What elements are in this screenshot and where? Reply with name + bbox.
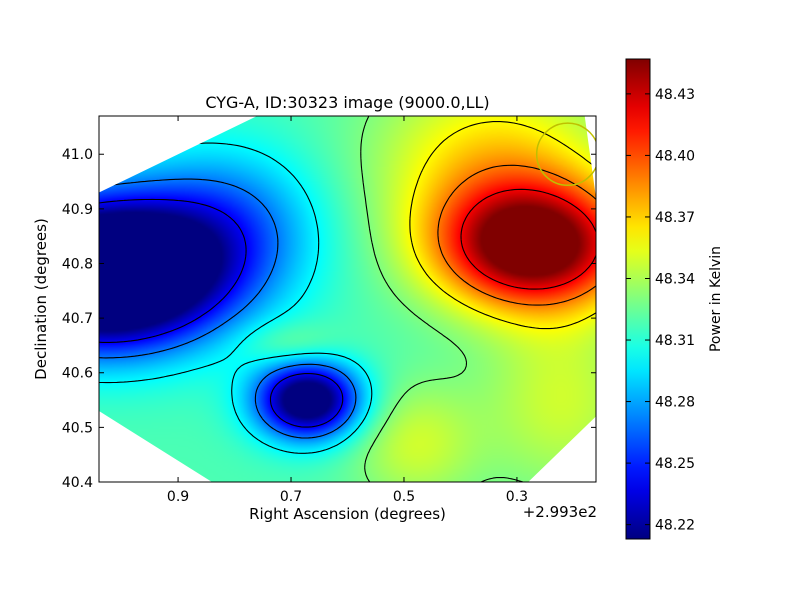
plot-frame xyxy=(98,115,597,483)
x-offset-label: +2.993e2 xyxy=(523,503,597,521)
y-tick-label: 40.8 xyxy=(62,256,93,272)
x-tick-label: 0.3 xyxy=(506,489,528,505)
contour-lines xyxy=(99,116,596,482)
contour-level-3 xyxy=(99,142,373,454)
y-axis-label: Declination (degrees) xyxy=(32,218,50,380)
contour-level-2 xyxy=(99,178,357,439)
contour-level-1 xyxy=(99,198,344,428)
colorbar: 48.43 48.40 48.37 48.34 48.31 48.28 48.25 48.22… xyxy=(625,58,724,540)
y-tick-label: 40.7 xyxy=(62,311,93,327)
colorbar-tick-label: 48.43 xyxy=(655,87,695,103)
y-tick-label: 40.6 xyxy=(62,366,93,382)
y-tick-label: 40.5 xyxy=(62,420,93,436)
colorbar-ticks: 48.43 48.40 48.37 48.34 48.31 48.28 48.25 48.22 xyxy=(626,87,695,534)
x-tick-label: 0.5 xyxy=(393,489,415,505)
colorbar-label: Power in Kelvin xyxy=(708,246,724,352)
y-tick-label: 40.4 xyxy=(62,475,93,491)
heatmap-area xyxy=(99,116,596,482)
x-tick-label: 0.9 xyxy=(167,489,189,505)
y-tick-label: 41.0 xyxy=(62,147,93,163)
chart-title: CYG-A, ID:30323 image (9000.0,LL) xyxy=(205,93,489,112)
colorbar-tick-label: 48.31 xyxy=(655,333,695,349)
colorbar-tick-label: 48.34 xyxy=(655,271,695,287)
contour-level-5 xyxy=(409,120,596,330)
x-axis-label: Right Ascension (degrees) xyxy=(249,505,446,523)
colorbar-gradient xyxy=(625,58,651,540)
colorbar-tick-label: 48.37 xyxy=(655,210,695,226)
colorbar-tick-label: 48.40 xyxy=(655,148,695,164)
y-axis-ticks: 41.0 40.9 40.8 40.7 40.6 40.5 40.4 xyxy=(62,147,596,491)
beam-circle xyxy=(535,122,596,187)
colorbar-tick-label: 48.25 xyxy=(655,456,695,472)
heatmap-image xyxy=(99,116,596,482)
y-tick-label: 40.9 xyxy=(62,202,93,218)
x-axis-ticks: 0.9 0.7 0.5 0.3 xyxy=(167,116,528,505)
colorbar-tick-label: 48.22 xyxy=(655,518,695,534)
contour-level-6 xyxy=(437,164,596,306)
contour-level-4 xyxy=(360,116,596,482)
colorbar-tick-label: 48.28 xyxy=(655,395,695,411)
x-tick-label: 0.7 xyxy=(280,489,302,505)
